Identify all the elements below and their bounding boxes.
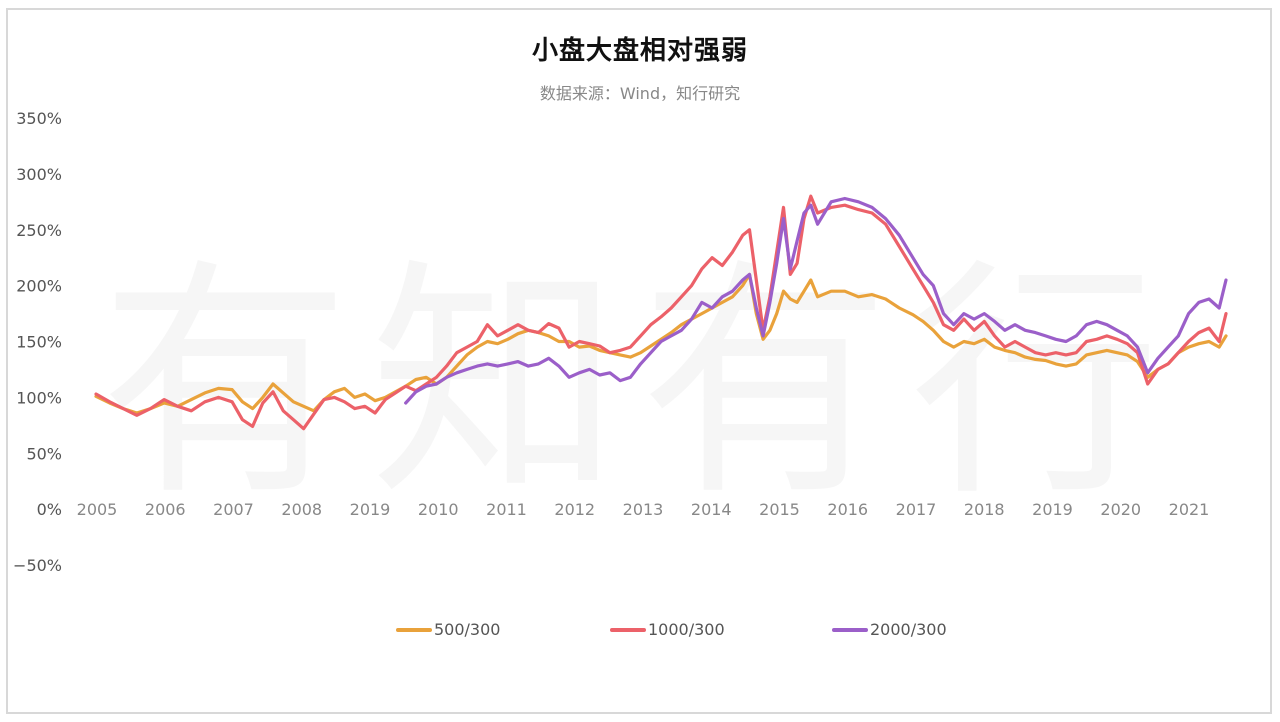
x-tick-label: 2015 [759,500,800,519]
x-tick-label: 2017 [896,500,937,519]
y-tick-label: 300% [16,165,62,184]
x-tick-label: 2016 [827,500,868,519]
y-tick-label: 0% [37,500,62,519]
x-tick-label: 2013 [623,500,664,519]
x-tick-label: 2012 [554,500,595,519]
legend-label: 500/300 [434,620,501,639]
chart-legend: 500/300 1000/300 2000/300 [0,620,1280,640]
y-tick-label: 150% [16,333,62,352]
chart-title: 小盘大盘相对强弱 [531,36,748,66]
chart-subtitle: 数据来源：Wind，知行研究 [539,84,741,103]
x-tick-label: 2007 [213,500,254,519]
y-tick-label: 50% [26,444,62,463]
x-tick-label: 2021 [1169,500,1210,519]
legend-label: 2000/300 [870,620,947,639]
x-tick-label: 2010 [418,500,459,519]
chart-frame [6,8,1272,714]
legend-swatch [396,627,432,632]
x-tick-label: 2020 [1100,500,1141,519]
watermark-text: 有知有行 [100,238,1180,529]
x-tick-label: 2018 [964,500,1005,519]
x-tick-label: 2011 [486,500,527,519]
legend-item-2000-300[interactable]: 2000/300 [832,620,947,639]
y-tick-label: 350% [16,109,62,128]
legend-item-500-300[interactable]: 500/300 [396,620,500,639]
legend-label: 1000/300 [648,620,725,639]
series-line-1000-300 [94,194,1228,431]
series-line-2000-300 [404,196,1228,405]
y-tick-label: 100% [16,388,62,407]
legend-item-1000-300[interactable]: 1000/300 [610,620,725,639]
x-tick-label: 2019 [1032,500,1073,519]
legend-swatch [832,627,868,632]
x-tick-label: 2008 [281,500,322,519]
x-tick-label: 2019 [350,500,391,519]
y-tick-label: 200% [16,277,62,296]
y-tick-label: −50% [13,556,62,575]
y-tick-label: 250% [16,221,62,240]
x-tick-label: 2005 [77,500,118,519]
x-tick-label: 2006 [145,500,186,519]
x-tick-label: 2014 [691,500,732,519]
legend-swatch [610,627,646,632]
